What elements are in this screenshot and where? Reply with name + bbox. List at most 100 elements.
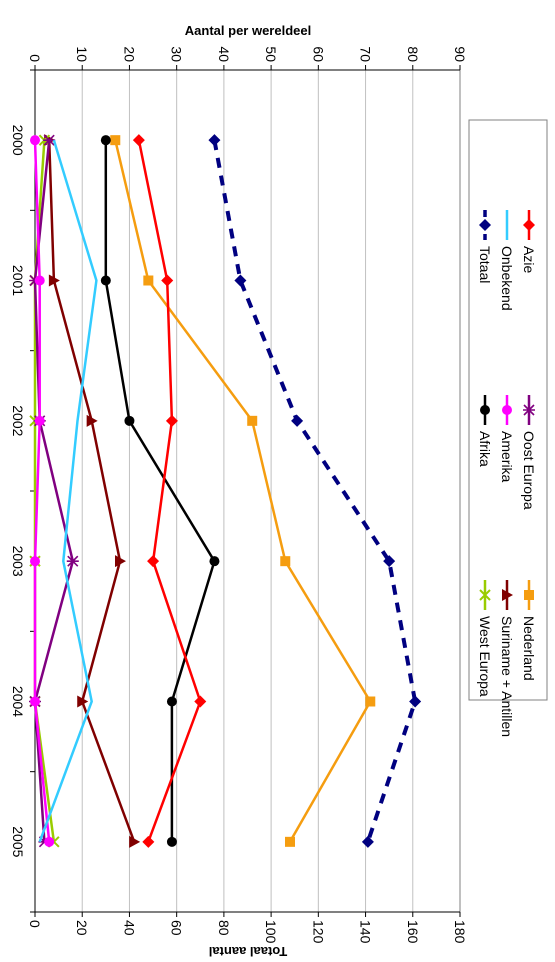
series-afrika <box>100 135 220 847</box>
legend: Nederland Suriname + Antillen West Europa O… <box>468 119 548 737</box>
legend-marker <box>502 405 512 415</box>
data-point <box>165 414 178 427</box>
legend-item-suriname-antillen: Suriname + Antillen <box>499 580 515 737</box>
data-point <box>234 274 247 287</box>
legend-marker <box>523 404 535 416</box>
legend-marker <box>524 590 534 600</box>
legend-label: West Europa <box>477 616 493 697</box>
left-tick-label: 10 <box>74 46 90 62</box>
data-point <box>147 555 160 568</box>
right-tick-label: 20 <box>74 920 90 936</box>
right-tick-label: 100 <box>263 920 279 944</box>
x-tick-label: 2005 <box>10 826 26 857</box>
right-tick-label: 180 <box>452 920 468 944</box>
left-tick-label: 80 <box>405 46 421 62</box>
left-tick-label: 40 <box>216 46 232 62</box>
legend-label: Afrika <box>477 431 493 467</box>
data-point <box>143 275 154 286</box>
legend-label: Onbekend <box>499 246 515 311</box>
data-point <box>44 836 55 847</box>
data-point <box>208 134 221 147</box>
series-line-suriname-antillen <box>47 140 136 843</box>
data-point <box>77 695 89 708</box>
data-point <box>30 556 40 567</box>
x-tick-label: 2003 <box>10 546 26 577</box>
right-axis-label: Totaal aantal <box>209 944 288 959</box>
left-tick-label: 20 <box>121 46 137 62</box>
legend-marker <box>502 589 513 601</box>
data-point <box>161 274 174 287</box>
data-point <box>43 134 56 146</box>
legend-label: Totaal <box>477 246 493 283</box>
series-line-onbekend <box>38 139 98 843</box>
data-point <box>166 836 177 847</box>
series-lines <box>29 134 422 848</box>
data-point <box>34 275 45 286</box>
legend-item-west-europa: West Europa <box>477 580 493 697</box>
right-tick-label: 0 <box>27 920 43 928</box>
legend-label: Azie <box>521 246 537 273</box>
x-tick-label: 2002 <box>10 405 26 436</box>
series-line-afrika <box>104 140 216 842</box>
data-point <box>110 135 121 146</box>
data-point <box>115 555 126 568</box>
right-tick-label: 60 <box>169 920 185 936</box>
legend-marker <box>480 405 490 415</box>
plot-area <box>34 69 461 913</box>
right-tick-label: 120 <box>310 920 326 944</box>
data-point <box>365 696 376 707</box>
legend-item-afrika: Afrika <box>477 395 493 467</box>
data-point <box>34 415 45 426</box>
left-axis-label: Aantal per wereldeel <box>185 23 311 38</box>
x-axis-ticks: 2000 2001 2002 2003 2004 2005 <box>10 69 36 913</box>
legend-item-azie: Azie <box>521 210 537 273</box>
legend-label: Suriname + Antillen <box>499 616 515 737</box>
data-point <box>280 556 291 567</box>
data-point <box>100 135 111 146</box>
legend-item-onbekend: Onbekend <box>499 210 515 311</box>
data-point <box>30 696 40 707</box>
data-point <box>142 835 155 848</box>
legend-item-nederland: Nederland <box>521 580 537 681</box>
data-point <box>129 835 141 848</box>
series-line-azie <box>137 139 202 843</box>
legend-item-oost-europa: Oost Europa <box>521 395 537 510</box>
left-tick-label: 50 <box>263 46 279 62</box>
right-axis-ticks: 0 20 40 60 80 100 120 140 160 180 <box>27 911 468 944</box>
legend-item-totaal: Totaal <box>477 210 493 283</box>
series-line-nederland <box>114 139 372 843</box>
x-tick-label: 2001 <box>10 265 26 296</box>
series-amerika <box>30 135 55 847</box>
legend-label: Nederland <box>521 616 537 681</box>
series-azie <box>132 134 207 848</box>
right-tick-label: 140 <box>358 920 374 944</box>
gridlines <box>81 70 414 912</box>
left-axis-ticks: 0 10 20 30 40 50 60 70 80 90 <box>27 46 468 71</box>
legend-label: Amerika <box>499 431 515 483</box>
data-point <box>166 696 177 707</box>
right-tick-label: 40 <box>121 920 137 936</box>
data-point <box>132 134 145 147</box>
data-point <box>86 414 98 427</box>
series-onbekend <box>38 139 98 843</box>
data-point <box>285 836 295 847</box>
legend-marker <box>523 219 535 231</box>
data-point <box>209 556 220 567</box>
data-point <box>194 695 207 708</box>
x-tick-label: 2004 <box>10 686 26 717</box>
left-tick-label: 70 <box>358 46 374 62</box>
data-point <box>30 135 40 146</box>
left-tick-label: 90 <box>452 46 468 62</box>
data-point <box>247 415 258 426</box>
data-point <box>100 275 111 286</box>
right-tick-label: 160 <box>405 920 421 944</box>
data-point <box>124 415 135 426</box>
data-point <box>66 555 79 567</box>
left-tick-label: 30 <box>169 46 185 62</box>
legend-label: Oost Europa <box>521 431 537 510</box>
legend-marker <box>479 219 491 231</box>
x-tick-label: 2000 <box>10 125 26 156</box>
series-line-amerika <box>33 140 51 842</box>
legend-item-amerika: Amerika <box>499 395 515 483</box>
